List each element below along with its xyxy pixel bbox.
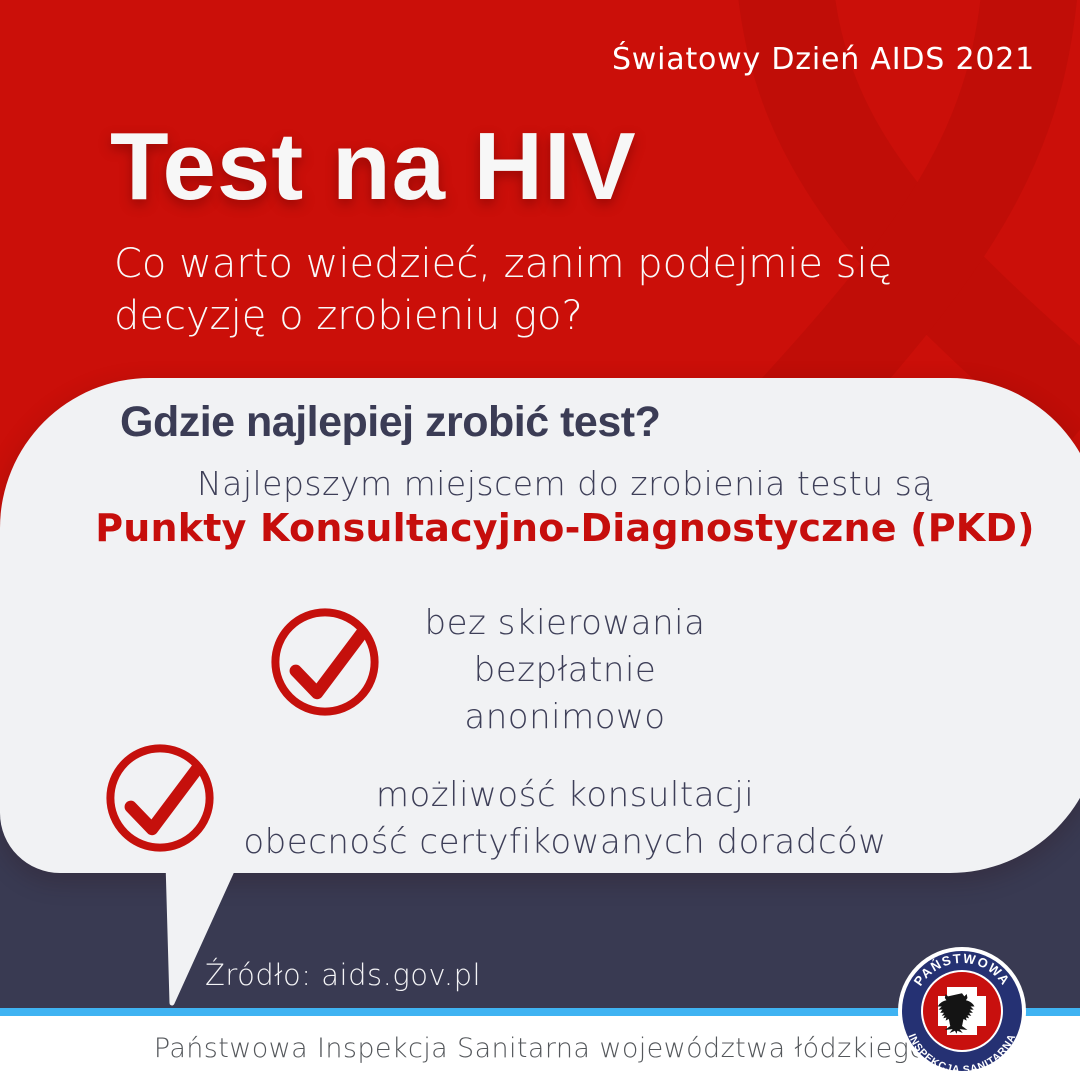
page-title: Test na HIV (110, 113, 637, 220)
blue-divider-strip (0, 1008, 1080, 1016)
speech-bubble-tail (165, 862, 239, 1006)
footer-text: Państwowa Inspekcja Sanitarna województw… (153, 1033, 927, 1064)
page-subtitle: Co warto wiedzieć, zanim podejmie się de… (114, 238, 892, 342)
benefits-list: bez skierowania bezpłatnie anonimowo (30, 600, 1080, 741)
list-item: bezpłatnie (473, 650, 657, 690)
list-item: możliwość konsultacji (375, 775, 755, 815)
event-badge: Światowy Dzień AIDS 2021 (611, 42, 1035, 77)
subtitle-line-1: Co warto wiedzieć, zanim podejmie się (114, 241, 893, 287)
consultation-list: możliwość konsultacji obecność certyfiko… (30, 772, 1080, 866)
list-item: bez skierowania (424, 603, 706, 643)
bubble-answer-highlight: Punkty Konsultacyjno-Diagnostyczne (PKD) (95, 506, 1035, 550)
polish-eagle-icon (937, 993, 975, 1034)
sanitary-inspection-logo: PAŃSTWOWA INSPEKCJA SANITARNA (898, 947, 1026, 1076)
bubble-answer-intro: Najlepszym miejscem do zrobienia testu s… (196, 464, 934, 503)
list-item: anonimowo (464, 697, 666, 737)
check-circle-icon (106, 744, 214, 852)
bubble-question-heading: Gdzie najlepiej zrobić test? (120, 398, 661, 446)
list-item: obecność certyfikowanych doradców (243, 822, 887, 862)
check-circle-icon (271, 608, 379, 716)
subtitle-line-2: decyzję o zrobieniu go? (114, 293, 583, 339)
source-text: Źródło: aids.gov.pl (205, 958, 482, 992)
speech-bubble: Gdzie najlepiej zrobić test? Najlepszym … (0, 378, 1080, 873)
footer-bar: Państwowa Inspekcja Sanitarna województw… (0, 1016, 1080, 1080)
